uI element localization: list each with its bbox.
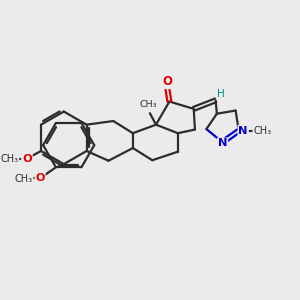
Text: CH₃: CH₃ <box>0 154 18 164</box>
Text: H: H <box>217 88 225 98</box>
Text: N: N <box>218 138 227 148</box>
Text: O: O <box>22 154 32 164</box>
Text: CH₃: CH₃ <box>140 100 158 109</box>
Text: CH₃: CH₃ <box>14 174 33 184</box>
Text: O: O <box>162 75 172 88</box>
Text: CH₃: CH₃ <box>253 126 272 136</box>
Text: O: O <box>35 173 45 183</box>
Text: N: N <box>238 126 248 136</box>
